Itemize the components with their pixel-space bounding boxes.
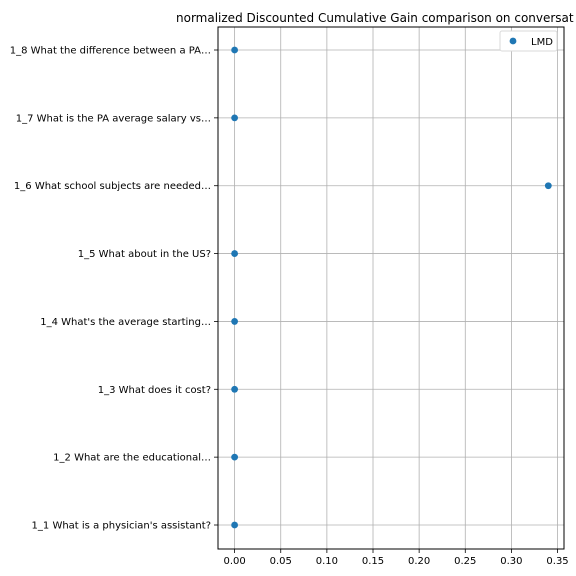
chart-title: normalized Discounted Cumulative Gain co… <box>176 11 574 25</box>
y-tick-label: 1_5 What about in the US? <box>78 249 211 260</box>
x-tick-label: 0.15 <box>362 556 384 567</box>
x-tick-label: 0.35 <box>546 556 568 567</box>
x-tick-label: 0.30 <box>500 556 522 567</box>
y-tick-label: 1_7 What is the PA average salary vs… <box>16 113 211 124</box>
y-tick-layer: 1_1 What is a physician's assistant? 1_2 … <box>10 46 218 532</box>
scatter-point <box>231 318 239 325</box>
scatter-point <box>231 46 239 54</box>
y-tick-label: 1_4 What's the average starting… <box>40 317 211 328</box>
y-tick-label: 1_1 What is a physician's assistant? <box>32 521 211 532</box>
scatter-point <box>231 385 239 393</box>
point-layer <box>231 46 552 529</box>
scatter-point <box>231 250 239 257</box>
x-tick-label: 0.05 <box>270 556 292 567</box>
scatter-point <box>544 182 552 190</box>
x-tick-label: 0.10 <box>316 556 338 567</box>
x-tick-label: 0.20 <box>408 556 430 567</box>
scatter-point <box>231 453 239 461</box>
y-tick-label: 1_6 What school subjects are needed… <box>14 181 211 192</box>
grid-layer <box>218 27 564 549</box>
scatter-point <box>231 521 239 529</box>
plot-frame <box>217 26 565 550</box>
x-tick-layer: 0.00 0.05 0.10 0.15 0.20 0.25 0.30 0.35 <box>223 549 569 567</box>
y-tick-label: 1_3 What does it cost? <box>98 385 211 396</box>
y-tick-label: 1_8 What the difference between a PA… <box>10 46 211 57</box>
x-tick-label: 0.25 <box>454 556 476 567</box>
scatter-point <box>231 114 239 122</box>
y-tick-label: 1_2 What are the educational… <box>53 453 211 464</box>
legend-marker <box>509 37 517 45</box>
legend: LMD <box>499 30 558 52</box>
legend-box <box>499 30 558 52</box>
legend-label: LMD <box>531 37 553 48</box>
plot-area <box>218 27 564 549</box>
x-tick-label: 0.00 <box>223 556 245 567</box>
